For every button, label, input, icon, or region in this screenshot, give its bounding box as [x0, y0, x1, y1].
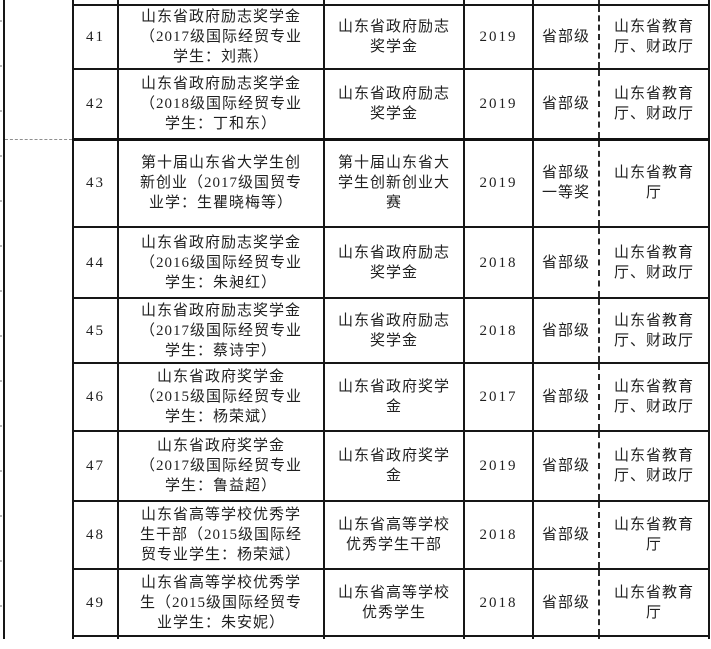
- cell-description: 山东省高等学校优秀学 生（2015级国际经贸专 业学生：朱安妮）: [117, 568, 325, 637]
- cell-description: 山东省政府励志奖学金 （2017级国际经贸专业 学生：刘燕）: [117, 4, 325, 70]
- cell-year: 2019: [463, 68, 534, 140]
- table-row: 41 山东省政府励志奖学金 （2017级国际经贸专业 学生：刘燕） 山东省政府励…: [4, 4, 710, 70]
- cell-no: 42: [72, 68, 119, 140]
- cell-level: 省部级: [532, 297, 599, 364]
- cell-issuer: 山东省教育 厅、财政厅: [598, 68, 710, 140]
- cell-description: 山东省政府励志奖学金 （2018级国际经贸专业 学生：丁和东）: [117, 68, 325, 140]
- table-row: 49 山东省高等学校优秀学 生（2015级国际经贸专 业学生：朱安妮） 山东省高…: [4, 568, 710, 637]
- cell-issuer: 山东省教育 厅、财政厅: [598, 226, 710, 299]
- cell-level: 省部级: [532, 430, 599, 502]
- cell-description: 第十届山东省大学生创 新创业（2017级国贸专 业学：生瞿晓梅等）: [117, 137, 325, 228]
- scan-edge-ticks: [0, 20, 2, 645]
- cell-issuer: 山东省教育 厅: [598, 568, 710, 637]
- cell-description: 山东省政府励志奖学金 （2016级国际经贸专业 学生：朱昶红）: [117, 226, 325, 299]
- cell-level: 省部级: [532, 568, 599, 637]
- cell-issuer: 山东省教育 厅、财政厅: [598, 362, 710, 432]
- cell-year: 2019: [463, 137, 534, 228]
- cell-issuer: 山东省教育 厅: [598, 137, 710, 228]
- cell-description: 山东省政府奖学金 （2015级国际经贸专业 学生：杨荣斌）: [117, 362, 325, 432]
- cell-description: 山东省政府励志奖学金 （2017级国际经贸专业 学生：蔡诗宇）: [117, 297, 325, 364]
- cell-no: 48: [72, 500, 119, 570]
- cell-no: 43: [72, 137, 119, 228]
- cell-level: 省部级 一等奖: [532, 137, 599, 228]
- cell-issuer: 山东省教育 厅、财政厅: [598, 430, 710, 502]
- cell-award: 山东省政府励志 奖学金: [323, 226, 465, 299]
- cell-level: 省部级: [532, 68, 599, 140]
- cell-description: 山东省高等学校优秀学 生干部（2015级国际经 贸专业学生：杨荣斌）: [117, 500, 325, 570]
- cell-year: 2018: [463, 297, 534, 364]
- table-cut-top: [3, 0, 710, 140]
- cell-issuer: 山东省教育 厅: [598, 500, 710, 570]
- cell-year: 2019: [463, 4, 534, 70]
- table-row: 48 山东省高等学校优秀学 生干部（2015级国际经 贸专业学生：杨荣斌） 山东…: [4, 500, 710, 570]
- cell-award: 山东省政府奖学 金: [323, 430, 465, 502]
- cell-no: 47: [72, 430, 119, 502]
- cell-award: 第十届山东省大 学生创新创业大 赛: [323, 137, 465, 228]
- cell-year: 2019: [463, 430, 534, 502]
- table-row: 43 第十届山东省大学生创 新创业（2017级国贸专 业学：生瞿晓梅等） 第十届…: [3, 137, 710, 639]
- cell-award: 山东省政府励志 奖学金: [323, 297, 465, 364]
- left-margin-cell: [3, 139, 74, 639]
- table-row: 47 山东省政府奖学金 （2017级国际经贸专业 学生：鲁益超） 山东省政府奖学…: [4, 430, 710, 502]
- cell-year: 2017: [463, 362, 534, 432]
- cell-no: 49: [72, 568, 119, 637]
- cell-year: 2018: [463, 500, 534, 570]
- cell-level: 省部级: [532, 226, 599, 299]
- cell-issuer: 山东省教育 厅、财政厅: [598, 4, 710, 70]
- awards-table: 41 山东省政府励志奖学金 （2017级国际经贸专业 学生：刘燕） 山东省政府励…: [3, 0, 710, 639]
- cell-no: 46: [72, 362, 119, 432]
- table-row: 45 山东省政府励志奖学金 （2017级国际经贸专业 学生：蔡诗宇） 山东省政府…: [4, 297, 710, 364]
- table-row: 44 山东省政府励志奖学金 （2016级国际经贸专业 学生：朱昶红） 山东省政府…: [4, 226, 710, 299]
- cell-award: 山东省高等学校 优秀学生干部: [323, 500, 465, 570]
- cell-no: 41: [72, 4, 119, 70]
- cell-issuer: 山东省教育 厅、财政厅: [598, 297, 710, 364]
- cell-level: 省部级: [532, 4, 599, 70]
- cell-award: 山东省政府励志 奖学金: [323, 68, 465, 140]
- cell-level: 省部级: [532, 362, 599, 432]
- cell-award: 山东省政府励志 奖学金: [323, 4, 465, 70]
- cell-level: 省部级: [532, 500, 599, 570]
- cell-description: 山东省政府奖学金 （2017级国际经贸专业 学生：鲁益超）: [117, 430, 325, 502]
- cell-award: 山东省政府奖学 金: [323, 362, 465, 432]
- table-row: 46 山东省政府奖学金 （2015级国际经贸专业 学生：杨荣斌） 山东省政府奖学…: [4, 362, 710, 432]
- cell-no: 44: [72, 226, 119, 299]
- table-cut-bottom: [4, 635, 710, 639]
- cell-year: 2018: [463, 568, 534, 637]
- cell-no: 45: [72, 297, 119, 364]
- left-margin-cell: [3, 0, 74, 140]
- cell-year: 2018: [463, 226, 534, 299]
- table-row: 42 山东省政府励志奖学金 （2018级国际经贸专业 学生：丁和东） 山东省政府…: [4, 68, 710, 140]
- cell-award: 山东省高等学校 优秀学生: [323, 568, 465, 637]
